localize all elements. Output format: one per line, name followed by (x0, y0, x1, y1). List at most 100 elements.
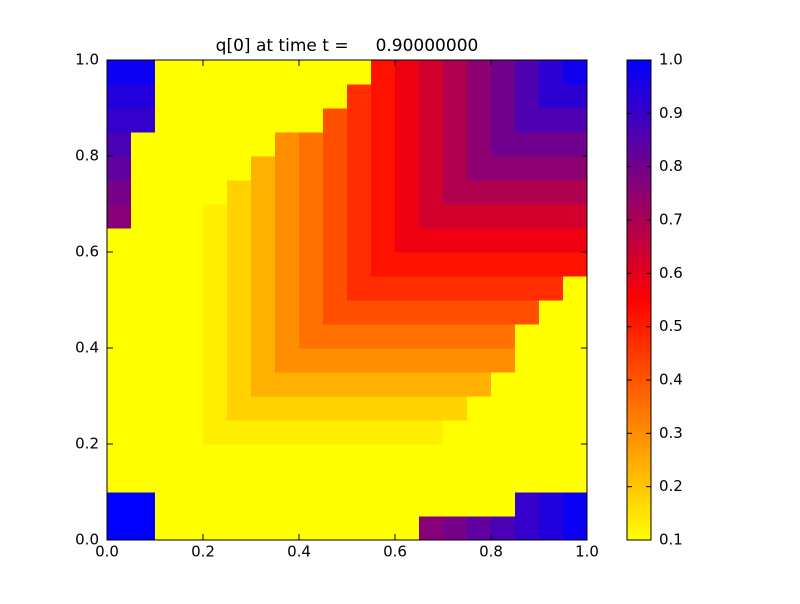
heat-cell (491, 372, 516, 397)
heat-cell (419, 84, 444, 109)
heat-cell (323, 84, 348, 109)
heat-cell (539, 84, 564, 109)
heat-cell (227, 300, 252, 325)
heat-cell (155, 348, 180, 373)
heat-cell (563, 156, 588, 181)
heat-cell (107, 516, 132, 541)
heat-cell (419, 108, 444, 133)
heat-cell (203, 444, 228, 469)
heat-cell (227, 84, 252, 109)
heat-cell (227, 228, 252, 253)
heat-cell (395, 468, 420, 493)
y-tick-label: 0.4 (75, 339, 99, 357)
heat-cell (563, 276, 588, 301)
heat-cell (179, 372, 204, 397)
heat-cell (515, 276, 540, 301)
heat-cell (371, 516, 396, 541)
heat-cell (563, 300, 588, 325)
heat-cell (299, 108, 324, 133)
heat-cell (203, 84, 228, 109)
heat-cell (515, 420, 540, 445)
heat-cell (395, 372, 420, 397)
heat-cell (467, 84, 492, 109)
heat-cell (323, 396, 348, 421)
heat-cell (323, 492, 348, 517)
heat-cell (179, 492, 204, 517)
heat-cell (467, 60, 492, 85)
heat-cell (419, 492, 444, 517)
heat-cell (131, 300, 156, 325)
heat-cell (131, 276, 156, 301)
heat-cell (179, 252, 204, 277)
heat-cell (515, 60, 540, 85)
heat-cell (107, 420, 132, 445)
heat-cell (179, 444, 204, 469)
heat-cell (347, 276, 372, 301)
y-tick-label: 0.6 (75, 243, 99, 261)
heat-cell (515, 204, 540, 229)
heat-cell (395, 60, 420, 85)
heat-cell (347, 372, 372, 397)
heat-cell (491, 300, 516, 325)
heat-cell (443, 300, 468, 325)
heat-cell (563, 468, 588, 493)
heat-cell (203, 276, 228, 301)
heat-cell (539, 468, 564, 493)
heat-cell (299, 348, 324, 373)
heat-cell (107, 468, 132, 493)
heat-cell (131, 492, 156, 517)
heat-cell (299, 204, 324, 229)
heat-cell (347, 228, 372, 253)
heat-cell (491, 276, 516, 301)
heat-cell (515, 324, 540, 349)
heat-cell (539, 132, 564, 157)
heat-cell (467, 276, 492, 301)
heat-cell (563, 252, 588, 277)
heat-cell (299, 324, 324, 349)
heat-cell (251, 108, 276, 133)
heat-cell (539, 180, 564, 205)
heat-cell (419, 468, 444, 493)
heat-cell (395, 252, 420, 277)
heat-cell (323, 444, 348, 469)
heat-cell (371, 60, 396, 85)
heat-cell (179, 420, 204, 445)
heat-cell (443, 420, 468, 445)
heat-cell (155, 132, 180, 157)
heat-cell (299, 444, 324, 469)
heat-cell (467, 300, 492, 325)
heat-cell (443, 180, 468, 205)
heat-cell (131, 84, 156, 109)
heat-cell (107, 156, 132, 181)
heat-cell (227, 252, 252, 277)
heat-cell (275, 60, 300, 85)
heat-cell (395, 228, 420, 253)
heat-cell (347, 84, 372, 109)
heat-cell (395, 516, 420, 541)
heat-cell (323, 156, 348, 181)
heat-cell (515, 84, 540, 109)
heat-cell (131, 156, 156, 181)
heat-cell (491, 516, 516, 541)
heat-cell (107, 300, 132, 325)
heat-cell (107, 252, 132, 277)
heat-cell (107, 372, 132, 397)
heat-cell (299, 300, 324, 325)
heat-cell (275, 132, 300, 157)
heat-cell (203, 300, 228, 325)
heat-cell (203, 396, 228, 421)
heat-cell (371, 156, 396, 181)
heat-cell (395, 492, 420, 517)
heat-cell (131, 252, 156, 277)
heat-cell (227, 60, 252, 85)
heat-cell (515, 108, 540, 133)
heat-cell (443, 396, 468, 421)
heat-cell (155, 180, 180, 205)
heat-cell (371, 324, 396, 349)
heat-cell (179, 204, 204, 229)
heat-cell (491, 60, 516, 85)
heat-cell (395, 276, 420, 301)
heat-cell (443, 324, 468, 349)
heat-cell (371, 84, 396, 109)
heat-cell (395, 84, 420, 109)
